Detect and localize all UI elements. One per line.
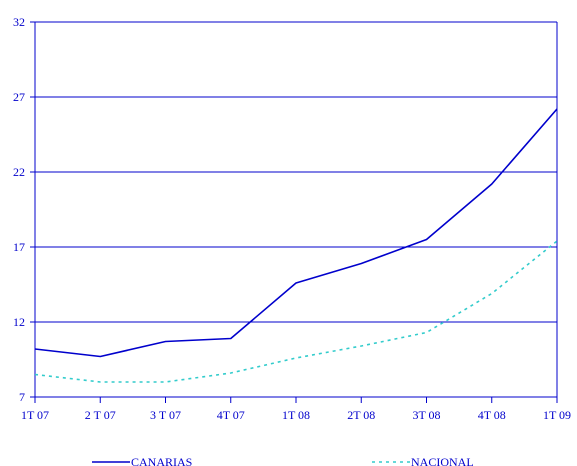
x-tick-label: 4T 07 [217, 408, 245, 422]
y-tick-label: 7 [19, 390, 25, 404]
x-tick-label: 1T 09 [543, 408, 571, 422]
y-axis-tick-labels: 7 12 17 22 27 32 [13, 15, 25, 404]
series-lines [34, 108, 558, 383]
x-tick-label: 2 T 07 [85, 408, 116, 422]
x-tick-label: 2T 08 [347, 408, 375, 422]
x-tick-label: 1T 08 [282, 408, 310, 422]
x-tick-label: 1T 07 [21, 408, 49, 422]
gridlines [30, 21, 558, 403]
series-line-canarias [34, 108, 558, 358]
y-tick-label: 12 [13, 315, 25, 329]
x-tick-label: 3 T 07 [150, 408, 181, 422]
y-tick-label: 17 [13, 240, 25, 254]
y-tick-label: 27 [13, 90, 25, 104]
y-tick-label: 32 [13, 15, 25, 29]
series-line-nacional [34, 240, 558, 383]
x-tick-label: 4T 08 [478, 408, 506, 422]
legend-label-nacional: NACIONAL [411, 455, 474, 466]
x-tick-label: 3T 08 [412, 408, 440, 422]
y-tick-label: 22 [13, 165, 25, 179]
legend-label-canarias: CANARIAS [131, 455, 192, 466]
x-axis-tick-labels: 1T 07 2 T 07 3 T 07 4T 07 1T 08 2T 08 3T 08 4T … [21, 408, 571, 422]
legend: CANARIAS NACIONAL [92, 455, 474, 466]
